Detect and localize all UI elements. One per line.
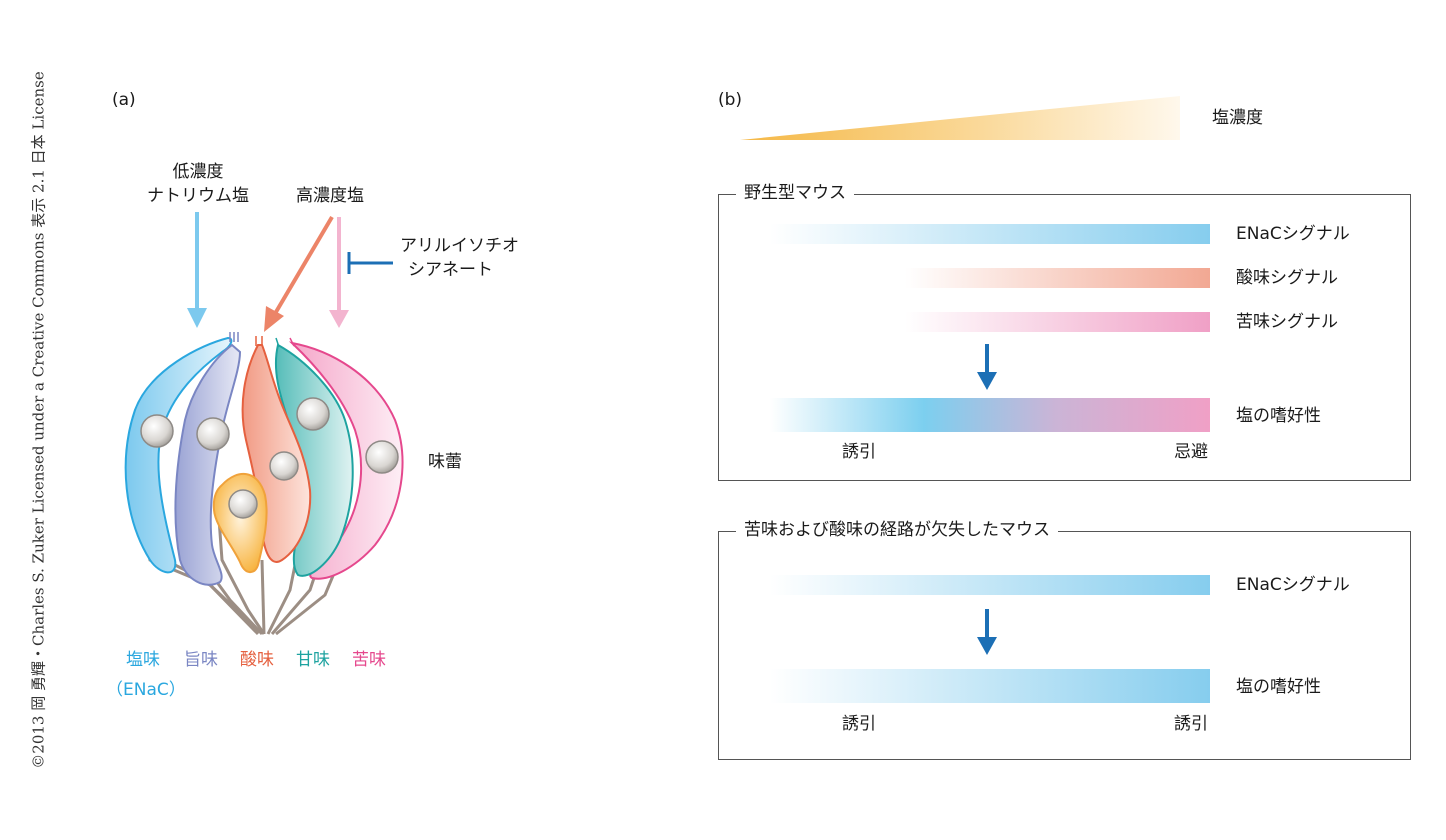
ko-attract-label-left: 誘引	[842, 714, 876, 734]
knockout-box	[718, 531, 1411, 760]
low-salt-label-line2: ナトリウム塩	[147, 186, 249, 206]
wild-type-title: 野生型マウス	[736, 183, 854, 203]
concentration-label: 塩濃度	[1212, 108, 1263, 128]
wild-type-box	[718, 194, 1411, 481]
wt-enac-signal-bar	[770, 224, 1210, 244]
wt-attract-label: 誘引	[842, 442, 876, 462]
wt-preference-label: 塩の嗜好性	[1236, 406, 1321, 426]
taste-bud-label: 味蕾	[428, 452, 462, 472]
ko-preference-label: 塩の嗜好性	[1236, 677, 1321, 697]
cell-nuclei	[140, 397, 399, 519]
inhibitor-label-line1: アリルイソチオ	[400, 236, 519, 256]
wt-avoid-label: 忌避	[1174, 442, 1208, 462]
high-salt-arrow-to-sour	[264, 215, 334, 332]
low-salt-arrow	[187, 212, 207, 328]
wt-sour-signal-bar	[905, 268, 1210, 288]
panel-b-label: (b)	[718, 90, 743, 110]
microvilli	[229, 332, 295, 348]
high-salt-label: 高濃度塩	[296, 186, 364, 206]
bitter-label: 苦味	[352, 650, 386, 670]
wt-preference-bar	[770, 398, 1210, 432]
enac-label: （ENaC）	[106, 680, 186, 700]
wt-bitter-signal-bar	[905, 312, 1210, 332]
ko-down-arrow	[977, 609, 997, 655]
umami-label: 旨味	[184, 650, 218, 670]
high-salt-arrow-to-bitter	[329, 217, 349, 328]
bitter-cell	[288, 341, 404, 580]
sweet-label: 甘味	[296, 650, 330, 670]
inhibitor-label-line2: シアネート	[408, 260, 493, 280]
concentration-wedge	[740, 96, 1180, 140]
salty-label: 塩味	[126, 650, 160, 670]
ko-enac-signal-bar	[770, 575, 1210, 595]
ko-preference-bar	[770, 669, 1210, 703]
knockout-title: 苦味および酸味の経路が欠失したマウス	[736, 520, 1058, 540]
ko-enac-signal-label: ENaCシグナル	[1236, 575, 1350, 595]
sour-label: 酸味	[240, 650, 274, 670]
ko-attract-label-right: 誘引	[1174, 714, 1208, 734]
wt-sour-signal-label: 酸味シグナル	[1236, 268, 1338, 288]
panel-a-label: (a)	[112, 90, 136, 110]
salty-cell	[124, 336, 233, 574]
wt-bitter-signal-label: 苦味シグナル	[1236, 312, 1338, 332]
inhibition-symbol	[347, 252, 393, 274]
low-salt-label-line1: 低濃度	[172, 162, 224, 182]
wt-down-arrow	[977, 344, 997, 390]
wt-enac-signal-label: ENaCシグナル	[1236, 224, 1350, 244]
